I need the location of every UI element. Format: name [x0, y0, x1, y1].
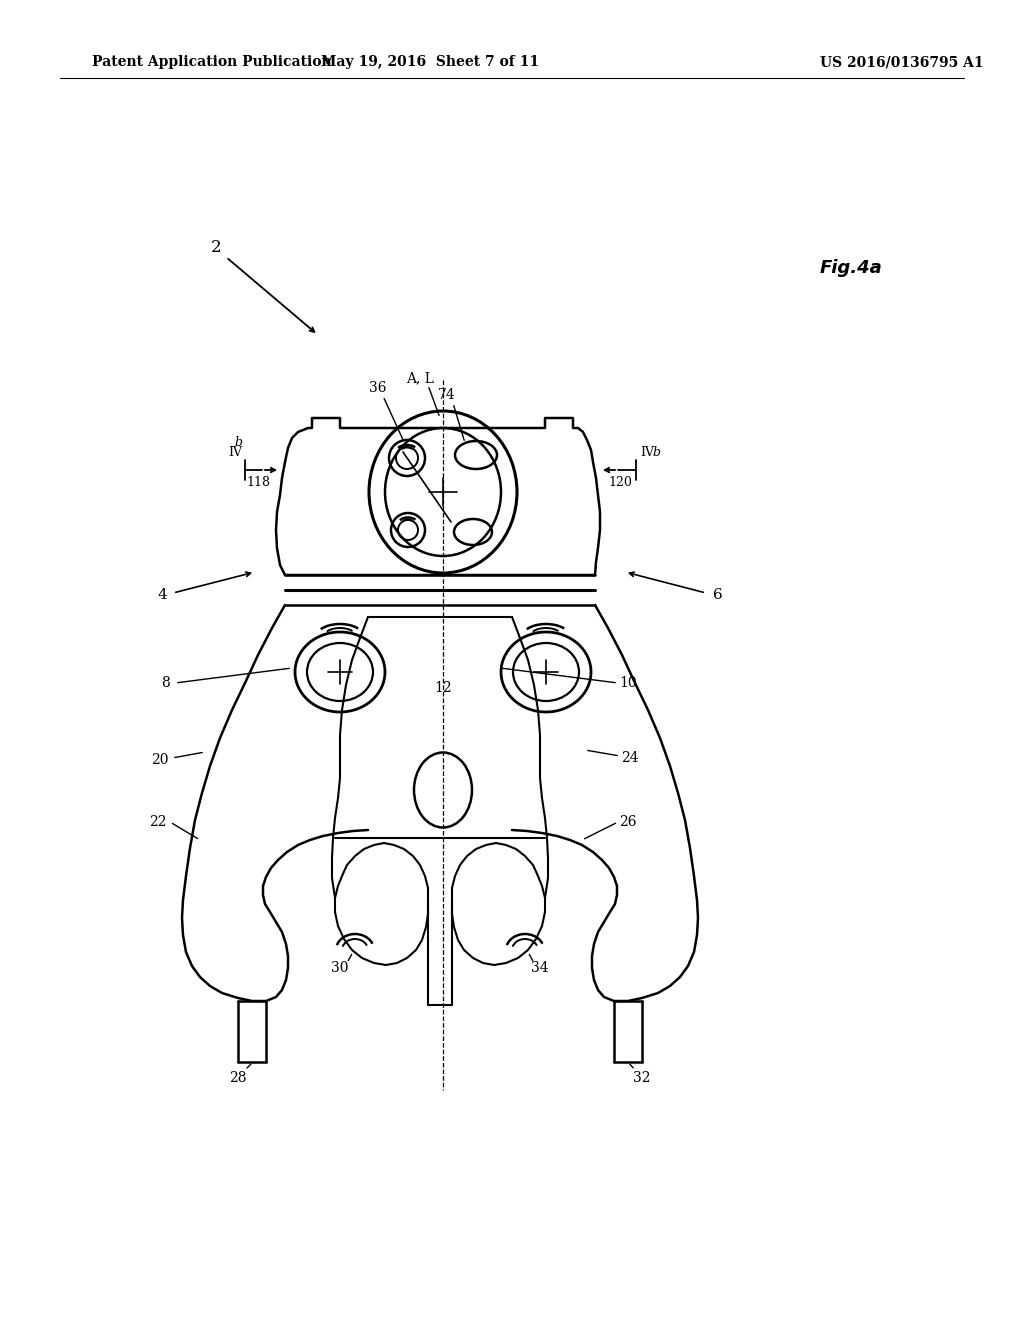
Text: US 2016/0136795 A1: US 2016/0136795 A1: [820, 55, 984, 69]
Text: Patent Application Publication: Patent Application Publication: [92, 55, 332, 69]
Text: 20: 20: [152, 752, 169, 767]
Text: 32: 32: [633, 1071, 650, 1085]
Text: b: b: [234, 436, 242, 449]
Text: IV: IV: [228, 446, 242, 458]
Text: 4: 4: [157, 587, 167, 602]
Text: May 19, 2016  Sheet 7 of 11: May 19, 2016 Sheet 7 of 11: [321, 55, 539, 69]
Text: A, L: A, L: [406, 371, 434, 385]
Text: 22: 22: [150, 814, 167, 829]
Text: 26: 26: [620, 814, 637, 829]
Text: b: b: [652, 446, 660, 458]
Text: IV: IV: [640, 446, 654, 458]
Text: 30: 30: [331, 961, 349, 975]
Text: 34: 34: [531, 961, 549, 975]
Text: 10: 10: [620, 676, 637, 690]
Text: 2: 2: [211, 239, 221, 256]
Text: 118: 118: [246, 475, 270, 488]
Text: 24: 24: [622, 751, 639, 766]
Text: 36: 36: [370, 381, 387, 395]
Text: 28: 28: [229, 1071, 247, 1085]
Text: 120: 120: [608, 475, 632, 488]
Text: 74: 74: [438, 388, 456, 403]
Text: 12: 12: [434, 681, 452, 696]
Text: 6: 6: [713, 587, 723, 602]
Text: Fig.4a: Fig.4a: [820, 259, 883, 277]
Text: 8: 8: [161, 676, 169, 690]
